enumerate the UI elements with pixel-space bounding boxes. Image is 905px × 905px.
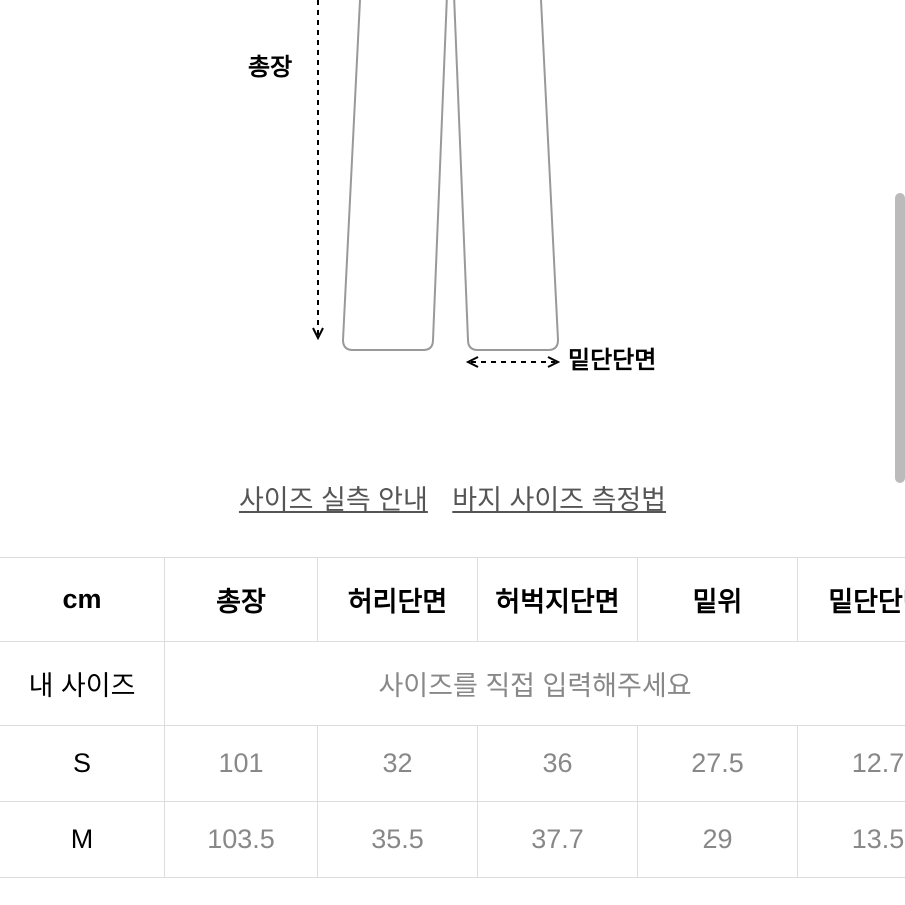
header-unit: cm <box>0 558 165 641</box>
row-s-val-2: 36 <box>478 726 638 801</box>
row-m-val-1: 35.5 <box>318 802 478 877</box>
header-col-1: 허리단면 <box>318 558 478 641</box>
size-guide-link[interactable]: 사이즈 실측 안내 <box>239 478 428 517</box>
pants-diagram-area: 총장 밑단단면 <box>0 0 905 460</box>
row-m-val-0: 103.5 <box>165 802 318 877</box>
row-s-val-3: 27.5 <box>638 726 798 801</box>
pants-left-leg <box>343 0 448 350</box>
pants-measure-link[interactable]: 바지 사이즈 측정법 <box>452 478 666 517</box>
mysize-row[interactable]: 내 사이즈 사이즈를 직접 입력해주세요 <box>0 642 905 726</box>
row-m-label: M <box>0 802 165 877</box>
pants-diagram-svg: 총장 밑단단면 <box>213 0 693 440</box>
row-s-label: S <box>0 726 165 801</box>
row-s-val-4: 12.7 <box>798 726 905 801</box>
table-header-row: cm 총장 허리단면 허벅지단면 밑위 밑단단면 <box>0 558 905 642</box>
row-s-val-1: 32 <box>318 726 478 801</box>
row-m-val-4: 13.5 <box>798 802 905 877</box>
mysize-placeholder[interactable]: 사이즈를 직접 입력해주세요 <box>165 642 905 725</box>
pants-right-leg <box>453 0 558 350</box>
help-links: 사이즈 실측 안내 바지 사이즈 측정법 <box>0 478 905 517</box>
table-row-m: M 103.5 35.5 37.7 29 13.5 <box>0 802 905 878</box>
size-table: cm 총장 허리단면 허벅지단면 밑위 밑단단면 내 사이즈 사이즈를 직접 입… <box>0 557 905 878</box>
row-m-val-3: 29 <box>638 802 798 877</box>
row-s-val-0: 101 <box>165 726 318 801</box>
header-col-0: 총장 <box>165 558 318 641</box>
header-col-2: 허벅지단면 <box>478 558 638 641</box>
label-hem: 밑단단면 <box>568 347 656 374</box>
scrollbar-vertical[interactable] <box>895 193 905 483</box>
table-row-s: S 101 32 36 27.5 12.7 <box>0 726 905 802</box>
header-col-4: 밑단단면 <box>798 558 905 641</box>
row-m-val-2: 37.7 <box>478 802 638 877</box>
header-col-3: 밑위 <box>638 558 798 641</box>
mysize-label: 내 사이즈 <box>0 642 165 725</box>
label-total-length: 총장 <box>248 54 292 81</box>
